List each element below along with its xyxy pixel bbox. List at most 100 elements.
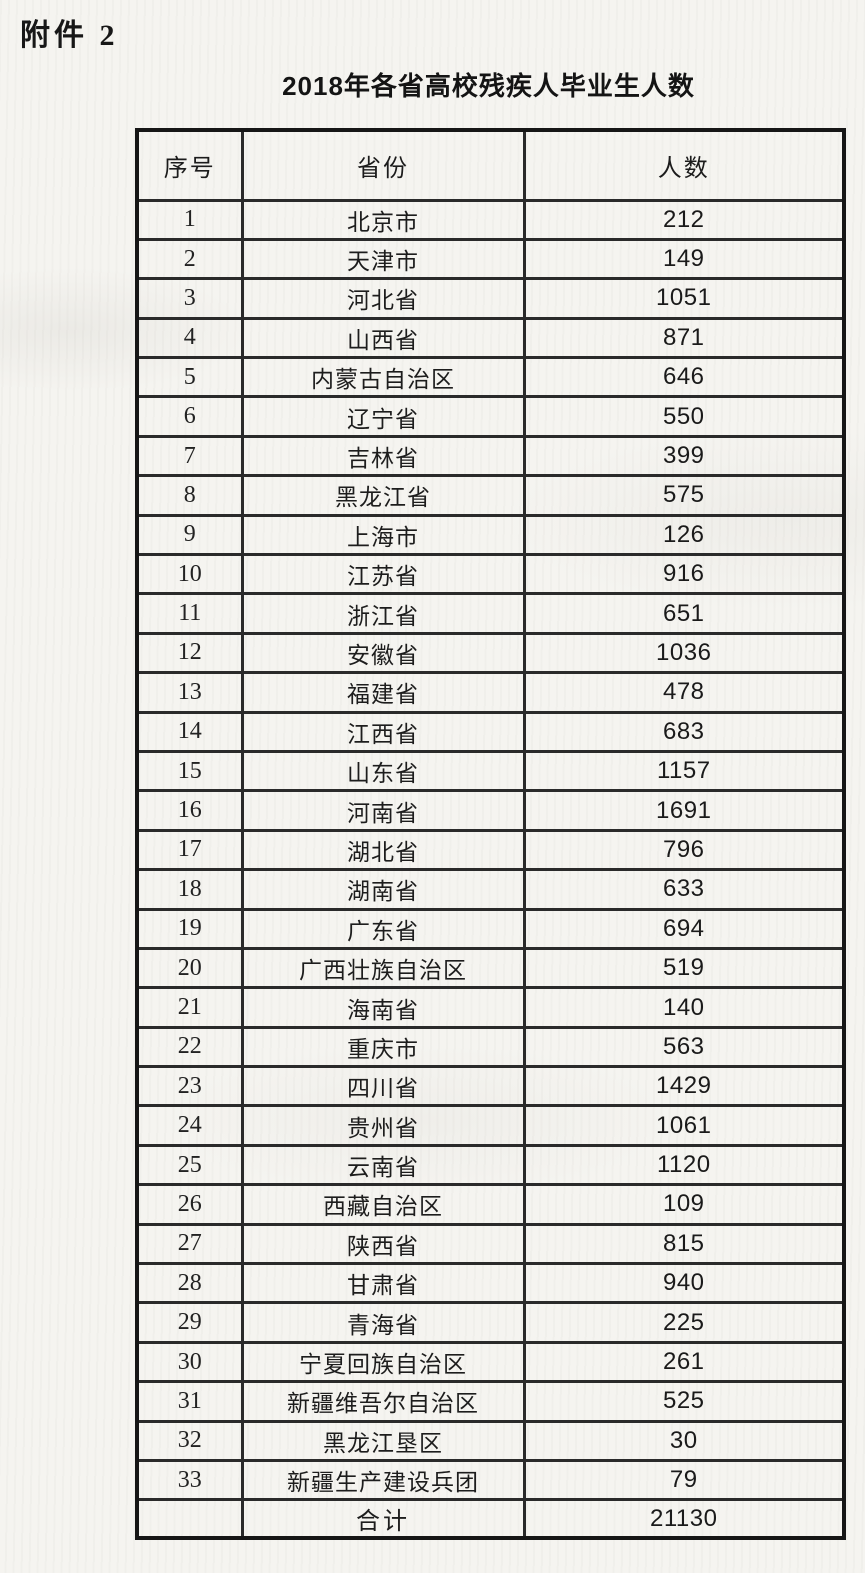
table-row: 3 河北省 1051 <box>135 277 846 320</box>
table-row: 6 辽宁省 550 <box>135 395 846 438</box>
row-index-cell: 10 <box>135 553 244 596</box>
row-province-cell: 山东省 <box>240 749 526 793</box>
row-count-cell: 399 <box>522 434 846 478</box>
row-index-cell: 13 <box>135 671 244 714</box>
row-index-cell: 27 <box>135 1222 244 1266</box>
table-row: 32 黑龙江垦区 30 <box>135 1419 846 1463</box>
header-index: 序号 <box>135 128 244 202</box>
row-count-cell: 149 <box>522 237 846 281</box>
row-count-cell: 1051 <box>522 277 846 320</box>
table-body: 1 北京市 212 2 天津市 149 3 河北省 1051 4 山西省 871 <box>135 198 846 1502</box>
row-index-cell: 5 <box>135 356 244 399</box>
total-empty-cell <box>135 1498 244 1540</box>
table-row: 20 广西壮族自治区 519 <box>135 946 846 990</box>
row-count-cell: 212 <box>522 198 846 241</box>
row-index-cell: 17 <box>135 828 244 872</box>
row-index-cell: 33 <box>135 1458 244 1502</box>
row-province-cell: 浙江省 <box>240 592 526 635</box>
row-province-cell: 湖南省 <box>240 868 526 911</box>
table-row: 26 西藏自治区 109 <box>135 1183 846 1226</box>
table-row: 4 山西省 871 <box>135 316 846 360</box>
table-row: 13 福建省 478 <box>135 671 846 714</box>
row-index-cell: 26 <box>135 1183 244 1226</box>
row-province-cell: 重庆市 <box>240 1025 526 1069</box>
row-index-cell: 30 <box>135 1340 244 1384</box>
row-index-cell: 18 <box>135 868 244 911</box>
row-index-cell: 22 <box>135 1025 244 1069</box>
row-index-cell: 23 <box>135 1065 244 1108</box>
table-row: 24 贵州省 1061 <box>135 1104 846 1147</box>
row-province-cell: 湖北省 <box>240 828 526 872</box>
table-row: 33 新疆生产建设兵团 79 <box>135 1458 846 1502</box>
row-index-cell: 9 <box>135 513 244 557</box>
row-province-cell: 贵州省 <box>240 1104 526 1147</box>
row-count-cell: 683 <box>522 710 846 753</box>
row-province-cell: 河南省 <box>240 789 526 832</box>
row-index-cell: 11 <box>135 592 244 635</box>
header-count: 人数 <box>522 128 846 202</box>
row-index-cell: 1 <box>135 198 244 241</box>
row-index-cell: 29 <box>135 1301 244 1344</box>
row-province-cell: 山西省 <box>240 316 526 360</box>
table-row: 22 重庆市 563 <box>135 1025 846 1069</box>
table-row: 29 青海省 225 <box>135 1301 846 1344</box>
row-count-cell: 1691 <box>522 789 846 832</box>
table-row: 28 甘肃省 940 <box>135 1262 846 1305</box>
row-index-cell: 4 <box>135 316 244 360</box>
table-row: 14 江西省 683 <box>135 710 846 753</box>
row-index-cell: 3 <box>135 277 244 320</box>
row-count-cell: 796 <box>522 828 846 872</box>
row-province-cell: 西藏自治区 <box>240 1183 526 1226</box>
table-row: 7 吉林省 399 <box>135 434 846 478</box>
row-count-cell: 563 <box>522 1025 846 1069</box>
row-count-cell: 140 <box>522 986 846 1029</box>
row-province-cell: 新疆维吾尔自治区 <box>240 1380 526 1423</box>
row-count-cell: 1036 <box>522 631 846 675</box>
row-count-cell: 519 <box>522 946 846 990</box>
row-province-cell: 广西壮族自治区 <box>240 946 526 990</box>
table-total-row: 合计 21130 <box>135 1498 846 1540</box>
row-province-cell: 福建省 <box>240 671 526 714</box>
row-province-cell: 广东省 <box>240 907 526 950</box>
row-index-cell: 8 <box>135 474 244 517</box>
row-index-cell: 19 <box>135 907 244 950</box>
table-row: 17 湖北省 796 <box>135 828 846 872</box>
row-index-cell: 7 <box>135 434 244 478</box>
graduates-table: 序号 省份 人数 1 北京市 212 2 天津市 149 3 河北省 1051 <box>135 128 846 1541</box>
row-count-cell: 1429 <box>522 1065 846 1108</box>
row-count-cell: 651 <box>522 592 846 635</box>
row-province-cell: 陕西省 <box>240 1222 526 1266</box>
row-province-cell: 天津市 <box>240 237 526 281</box>
row-count-cell: 646 <box>522 356 846 399</box>
row-province-cell: 四川省 <box>240 1065 526 1108</box>
row-count-cell: 1120 <box>522 1143 846 1187</box>
row-province-cell: 江西省 <box>240 710 526 753</box>
header-province: 省份 <box>240 128 526 202</box>
row-count-cell: 550 <box>522 395 846 438</box>
table-row: 15 山东省 1157 <box>135 749 846 793</box>
row-index-cell: 14 <box>135 710 244 753</box>
table-row: 8 黑龙江省 575 <box>135 474 846 517</box>
table-row: 21 海南省 140 <box>135 986 846 1029</box>
row-index-cell: 20 <box>135 946 244 990</box>
row-province-cell: 青海省 <box>240 1301 526 1344</box>
row-count-cell: 225 <box>522 1301 846 1344</box>
row-count-cell: 109 <box>522 1183 846 1226</box>
row-index-cell: 6 <box>135 395 244 438</box>
row-province-cell: 黑龙江垦区 <box>240 1419 526 1463</box>
row-count-cell: 916 <box>522 553 846 596</box>
row-province-cell: 吉林省 <box>240 434 526 478</box>
table-row: 2 天津市 149 <box>135 237 846 281</box>
row-index-cell: 24 <box>135 1104 244 1147</box>
row-count-cell: 694 <box>522 907 846 950</box>
row-province-cell: 北京市 <box>240 198 526 241</box>
row-count-cell: 575 <box>522 474 846 517</box>
row-index-cell: 32 <box>135 1419 244 1463</box>
row-index-cell: 12 <box>135 631 244 675</box>
page-title: 2018年各省高校残疾人毕业生人数 <box>282 71 695 101</box>
row-index-cell: 15 <box>135 749 244 793</box>
table-row: 16 河南省 1691 <box>135 789 846 832</box>
row-index-cell: 21 <box>135 986 244 1029</box>
table-row: 27 陕西省 815 <box>135 1222 846 1266</box>
row-count-cell: 1061 <box>522 1104 846 1147</box>
